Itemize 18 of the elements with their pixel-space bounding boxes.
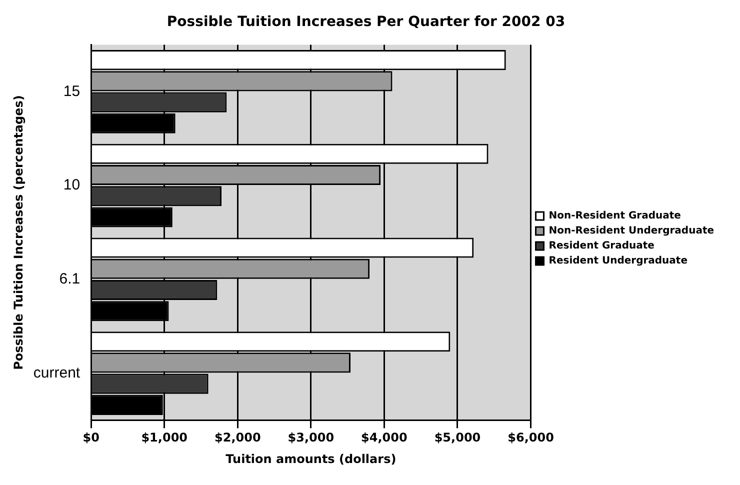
y-tick-label: 10 [63,176,80,194]
legend-label: Resident Graduate [548,240,655,252]
y-axis-title: Possible Tuition Increases (percentages) [11,95,26,370]
x-tick-label: $1,000 [141,430,188,445]
y-tick-label: 6.1 [59,270,80,288]
x-tick-label: $4,000 [361,430,408,445]
legend-label: Non-Resident Undergraduate [548,226,714,237]
legend-label: Resident Undergraduate [548,256,688,267]
legend-label: Non-Resident Graduate [548,210,682,222]
x-axis-title: Tuition amounts (dollars) [226,452,396,466]
chart-title: Possible Tuition Increases Per Quarter for 2002 03 [166,14,566,30]
x-tick-label: $0 [82,430,100,445]
x-tick-label: $2,000 [214,430,261,445]
x-tick-label: $5,000 [434,430,481,445]
x-tick-label: $6,000 [508,430,554,445]
x-tick-label: $3,000 [288,430,334,445]
y-tick-label: current [33,364,81,382]
y-tick-label: 15 [63,82,80,100]
